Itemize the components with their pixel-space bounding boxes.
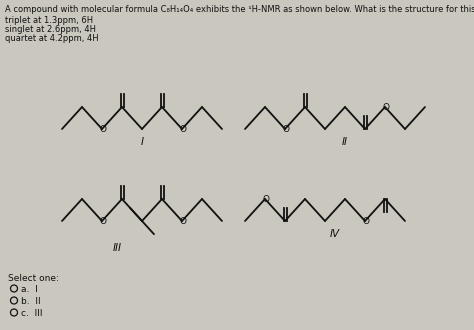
Text: O: O — [100, 217, 107, 226]
Text: triplet at 1.3ppm, 6H: triplet at 1.3ppm, 6H — [5, 16, 93, 25]
Text: I: I — [140, 137, 144, 147]
Text: III: III — [112, 243, 121, 253]
Text: O: O — [263, 195, 270, 205]
Text: O: O — [100, 125, 107, 135]
Text: O: O — [180, 217, 186, 226]
Text: quartet at 4.2ppm, 4H: quartet at 4.2ppm, 4H — [5, 34, 99, 43]
Text: b.  II: b. II — [21, 297, 41, 306]
Text: A compound with molecular formula C₈H₁₄O₄ exhibits the ¹H-NMR as shown below. Wh: A compound with molecular formula C₈H₁₄O… — [5, 5, 474, 14]
Text: a.  I: a. I — [21, 285, 38, 294]
Text: O: O — [180, 125, 186, 135]
Text: O: O — [283, 125, 290, 135]
Text: IV: IV — [330, 229, 340, 239]
Text: c.  III: c. III — [21, 309, 43, 318]
Text: II: II — [342, 137, 348, 147]
Text: O: O — [363, 217, 370, 226]
Text: O: O — [383, 104, 390, 113]
Text: singlet at 2.6ppm, 4H: singlet at 2.6ppm, 4H — [5, 25, 96, 34]
Text: Select one:: Select one: — [8, 274, 59, 283]
